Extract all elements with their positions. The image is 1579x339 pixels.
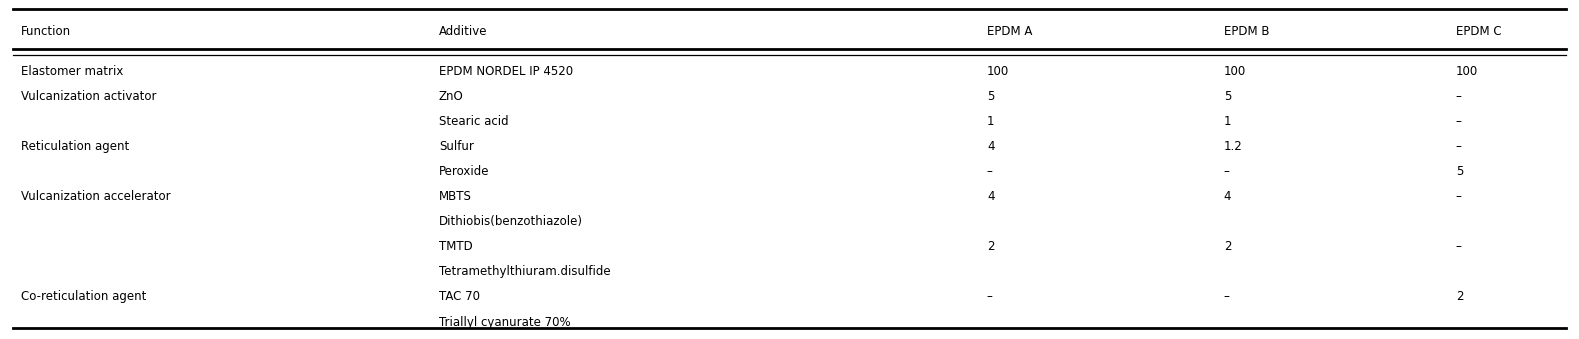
Text: 2: 2 [1224, 240, 1232, 253]
Text: Stearic acid: Stearic acid [439, 115, 508, 128]
Text: –: – [1224, 291, 1230, 303]
Text: 1: 1 [1224, 115, 1232, 128]
Text: 5: 5 [987, 90, 995, 103]
Text: –: – [1224, 165, 1230, 178]
Text: –: – [987, 165, 993, 178]
Text: EPDM B: EPDM B [1224, 25, 1270, 38]
Text: TMTD: TMTD [439, 240, 472, 253]
Text: Dithiobis(benzothiazole): Dithiobis(benzothiazole) [439, 215, 583, 228]
Text: 4: 4 [1224, 190, 1232, 203]
Text: Co-reticulation agent: Co-reticulation agent [21, 291, 145, 303]
Text: 1.2: 1.2 [1224, 140, 1243, 153]
Text: Additive: Additive [439, 25, 488, 38]
Text: EPDM A: EPDM A [987, 25, 1033, 38]
Text: 5: 5 [1456, 165, 1464, 178]
Text: Peroxide: Peroxide [439, 165, 489, 178]
Text: ZnO: ZnO [439, 90, 464, 103]
Text: Triallyl cyanurate 70%: Triallyl cyanurate 70% [439, 316, 570, 328]
Text: 4: 4 [987, 140, 995, 153]
Text: Vulcanization activator: Vulcanization activator [21, 90, 156, 103]
Text: 2: 2 [987, 240, 995, 253]
Text: Vulcanization accelerator: Vulcanization accelerator [21, 190, 171, 203]
Text: –: – [1456, 140, 1462, 153]
Text: EPDM NORDEL IP 4520: EPDM NORDEL IP 4520 [439, 65, 573, 78]
Text: –: – [1456, 240, 1462, 253]
Text: 1: 1 [987, 115, 995, 128]
Text: Tetramethylthiuram.disulfide: Tetramethylthiuram.disulfide [439, 265, 611, 278]
Text: 100: 100 [987, 65, 1009, 78]
Text: EPDM C: EPDM C [1456, 25, 1502, 38]
Text: 5: 5 [1224, 90, 1232, 103]
Text: Function: Function [21, 25, 71, 38]
Text: –: – [1456, 90, 1462, 103]
Text: 4: 4 [987, 190, 995, 203]
Text: Sulfur: Sulfur [439, 140, 474, 153]
Text: 100: 100 [1456, 65, 1478, 78]
Text: 100: 100 [1224, 65, 1246, 78]
Text: –: – [1456, 115, 1462, 128]
Text: TAC 70: TAC 70 [439, 291, 480, 303]
Text: –: – [1456, 190, 1462, 203]
Text: MBTS: MBTS [439, 190, 472, 203]
Text: –: – [987, 291, 993, 303]
Text: Elastomer matrix: Elastomer matrix [21, 65, 123, 78]
Text: 2: 2 [1456, 291, 1464, 303]
Text: Reticulation agent: Reticulation agent [21, 140, 129, 153]
